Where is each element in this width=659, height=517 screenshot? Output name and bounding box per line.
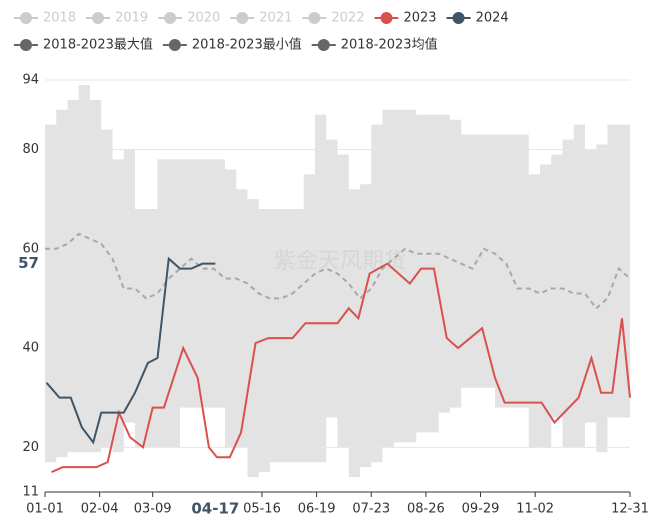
legend-marker: [164, 12, 177, 24]
legend-item[interactable]: 2018-2023最大值: [14, 37, 153, 53]
x-tick-label: 03-09: [134, 502, 172, 517]
legend-item[interactable]: 2018: [14, 11, 76, 26]
y-tick-label: 20: [22, 440, 39, 455]
legend-marker: [236, 12, 249, 24]
legend-label: 2018-2023最小值: [192, 37, 302, 53]
legend-label: 2024: [476, 11, 509, 26]
legend-item[interactable]: 2022: [302, 11, 364, 26]
x-tick-label: 12-31: [611, 502, 649, 517]
legend-label: 2019: [115, 11, 148, 26]
legend-marker: [452, 12, 465, 24]
legend-marker: [20, 39, 32, 51]
legend-item[interactable]: 2021: [230, 11, 292, 26]
legend-label: 2023: [403, 11, 436, 26]
legend-item[interactable]: 2018-2023最小值: [162, 37, 302, 53]
y-tick-label: 11: [22, 485, 39, 500]
x-tick-label: 08-26: [407, 502, 445, 517]
y-tick-label: 40: [22, 341, 39, 356]
legend-label: 2020: [187, 11, 220, 26]
legend-label: 2018: [43, 11, 76, 26]
x-tick-label: 06-19: [298, 502, 336, 517]
legend-item[interactable]: 2024: [446, 11, 509, 26]
series-line: [45, 256, 216, 445]
legend-label: 2021: [259, 11, 292, 26]
x-tick-label: 11-02: [516, 502, 554, 517]
pointer-x-label: 04-17: [191, 500, 239, 517]
watermark: 紫金天风期货: [274, 249, 406, 274]
legend-label: 2018-2023均值: [341, 37, 438, 53]
band-area: [45, 84, 630, 478]
legend-marker: [308, 12, 321, 24]
legend-marker: [20, 12, 32, 24]
legend-item[interactable]: 2020: [158, 11, 220, 26]
legend-label: 2022: [331, 11, 364, 26]
series-line: [45, 232, 631, 310]
x-tick-label: 02-04: [81, 502, 119, 517]
legend-marker: [92, 12, 105, 24]
series-line: [51, 262, 631, 474]
legend-marker: [168, 39, 181, 51]
legend-item[interactable]: 2019: [86, 11, 148, 26]
y-tick-label: 60: [22, 241, 39, 256]
x-tick-label: 09-29: [462, 502, 500, 517]
x-tick-label: 07-23: [352, 502, 390, 517]
legend-item[interactable]: 2023: [374, 11, 437, 26]
legend-marker: [380, 12, 393, 24]
y-tick-label: 80: [22, 142, 39, 157]
y-tick-label: 94: [22, 73, 39, 88]
legend-marker: [317, 39, 330, 51]
x-tick-label: 05-16: [243, 502, 281, 517]
pointer-y-bg: [14, 252, 42, 275]
pointer-y-label: 57: [18, 254, 39, 272]
x-tick-label: 01-01: [26, 502, 64, 517]
legend-item[interactable]: 2018-2023均值: [311, 37, 438, 53]
pointer-x-bg: [189, 498, 242, 517]
legend-label: 2018-2023最大值: [43, 37, 153, 53]
